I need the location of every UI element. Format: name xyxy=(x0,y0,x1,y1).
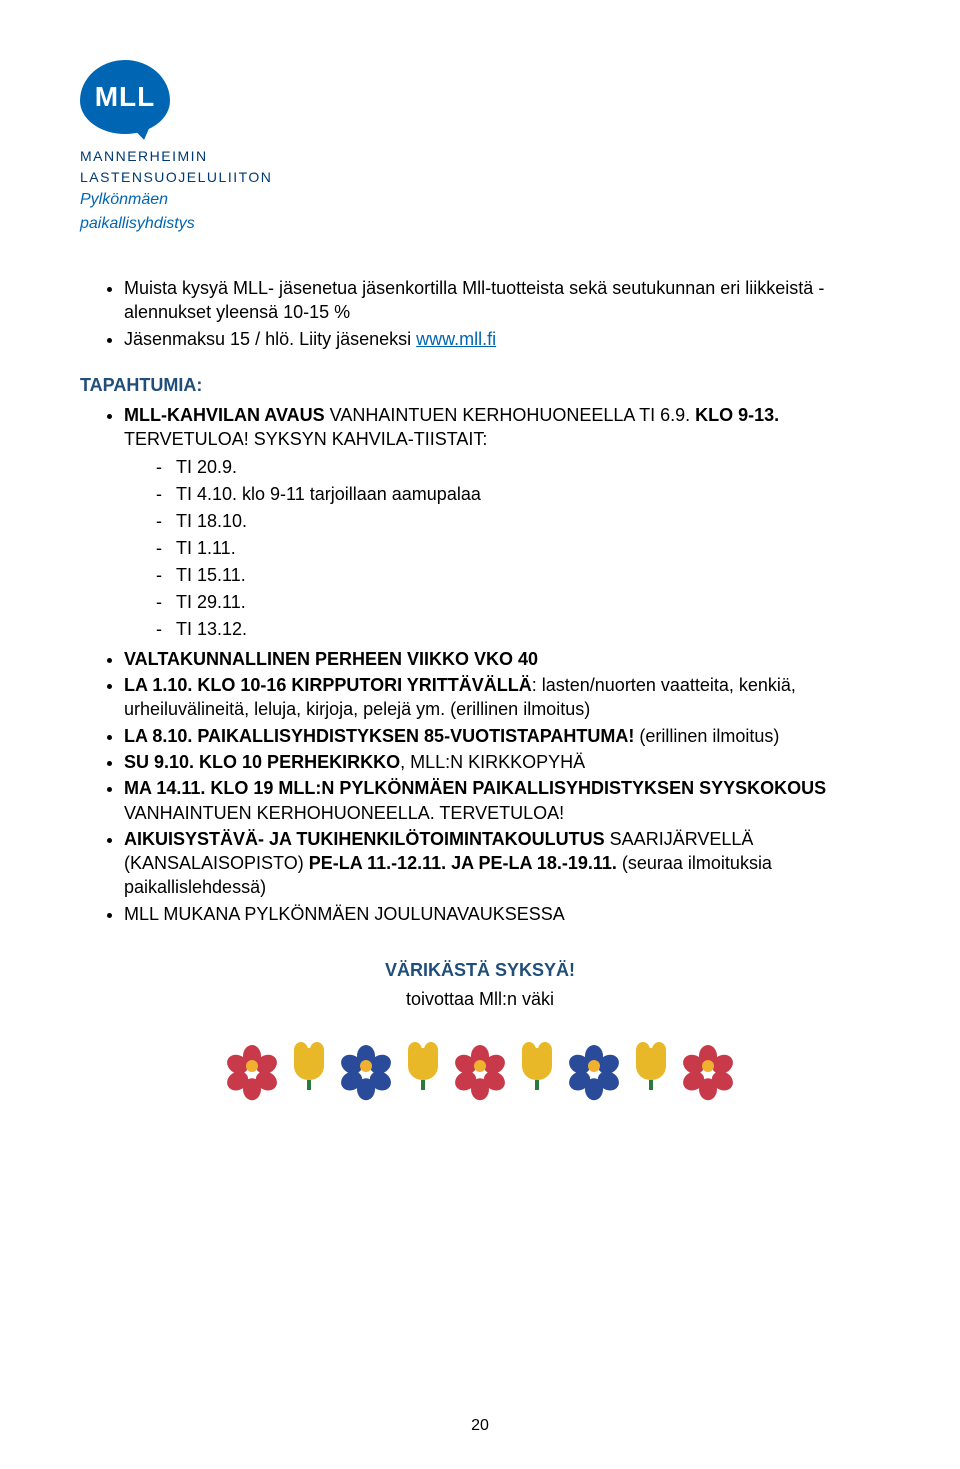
org-name: MANNERHEIMIN LASTENSUOJELULIITON Pylkönm… xyxy=(80,146,880,236)
event-sublist: TI 20.9. TI 4.10. klo 9-11 tarjoillaan a… xyxy=(124,454,880,643)
flower-icon xyxy=(570,1042,618,1090)
logo-text: MLL xyxy=(95,78,156,116)
event-bold: AIKUISYSTÄVÄ- JA TUKIHENKILÖTOIMINTAKOUL… xyxy=(124,829,605,849)
event-bold: LA 8.10. PAIKALLISYHDISTYKSEN 85-VUOTIST… xyxy=(124,726,634,746)
tulip-icon xyxy=(516,1042,558,1090)
sub-item: TI 20.9. xyxy=(172,454,880,481)
org-line4: paikallisyhdistys xyxy=(80,212,880,236)
org-line2: LASTENSUOJELULIITON xyxy=(80,167,880,188)
event-item: AIKUISYSTÄVÄ- JA TUKIHENKILÖTOIMINTAKOUL… xyxy=(124,827,880,900)
closing-block: VÄRIKÄSTÄ SYKSYÄ! toivottaa Mll:n väki xyxy=(80,956,880,1014)
event-bold: MA 14.11. KLO 19 MLL:N PYLKÖNMÄEN PAIKAL… xyxy=(124,778,826,798)
intro-bullet: Muista kysyä MLL- jäsenetua jäsenkortill… xyxy=(124,276,880,325)
section-title: TAPAHTUMIA: xyxy=(80,373,880,397)
logo-block: MLL MANNERHEIMIN LASTENSUOJELULIITON Pyl… xyxy=(80,60,880,236)
event-text: VANHAINTUEN KERHOHUONEELLA TI 6.9. xyxy=(325,405,695,425)
join-link[interactable]: www.mll.fi xyxy=(416,329,496,349)
event-item: SU 9.10. KLO 10 PERHEKIRKKO, MLL:N KIRKK… xyxy=(124,750,880,774)
intro-text: Jäsenmaksu 15 / hlö. Liity jäseneksi xyxy=(124,329,416,349)
intro-bullet: Jäsenmaksu 15 / hlö. Liity jäseneksi www… xyxy=(124,327,880,351)
event-text: TERVETULOA! SYKSYN KAHVILA-TIISTAIT: xyxy=(124,429,487,449)
sub-item: TI 29.11. xyxy=(172,589,880,616)
event-bold: SU 9.10. KLO 10 PERHEKIRKKO xyxy=(124,752,400,772)
mll-logo: MLL xyxy=(80,60,170,134)
tulip-icon xyxy=(630,1042,672,1090)
event-bold: PE-LA 11.-12.11. JA PE-LA 18.-19.11. xyxy=(309,853,617,873)
flower-icon xyxy=(342,1042,390,1090)
sub-item: TI 15.11. xyxy=(172,562,880,589)
intro-list: Muista kysyä MLL- jäsenetua jäsenkortill… xyxy=(80,276,880,351)
event-item: MA 14.11. KLO 19 MLL:N PYLKÖNMÄEN PAIKAL… xyxy=(124,776,880,825)
closing-line1: VÄRIKÄSTÄ SYKSYÄ! xyxy=(80,956,880,985)
tulip-icon xyxy=(402,1042,444,1090)
sub-item: TI 1.11. xyxy=(172,535,880,562)
events-list: MLL-KAHVILAN AVAUS VANHAINTUEN KERHOHUON… xyxy=(80,403,880,926)
org-line3: Pylkönmäen xyxy=(80,188,880,212)
flower-icon xyxy=(456,1042,504,1090)
event-item: LA 1.10. KLO 10-16 KIRPPUTORI YRITTÄVÄLL… xyxy=(124,673,880,722)
org-line1: MANNERHEIMIN xyxy=(80,146,880,167)
closing-line2: toivottaa Mll:n väki xyxy=(80,985,880,1014)
event-item: LA 8.10. PAIKALLISYHDISTYKSEN 85-VUOTIST… xyxy=(124,724,880,748)
sub-item: TI 13.12. xyxy=(172,616,880,643)
event-bold: LA 1.10. KLO 10-16 KIRPPUTORI YRITTÄVÄLL… xyxy=(124,675,532,695)
event-item: VALTAKUNNALLINEN PERHEEN VIIKKO VKO 40 xyxy=(124,647,880,671)
sub-item: TI 4.10. klo 9-11 tarjoillaan aamupalaa xyxy=(172,481,880,508)
flower-icon xyxy=(684,1042,732,1090)
event-text: VANHAINTUEN KERHOHUONEELLA. TERVETULOA! xyxy=(124,803,564,823)
page-number: 20 xyxy=(0,1415,960,1437)
event-text: (erillinen ilmoitus) xyxy=(634,726,779,746)
event-item: MLL-KAHVILAN AVAUS VANHAINTUEN KERHOHUON… xyxy=(124,403,880,643)
event-bold: KLO 9-13. xyxy=(695,405,779,425)
event-item: MLL MUKANA PYLKÖNMÄEN JOULUNAVAUKSESSA xyxy=(124,902,880,926)
flower-icon xyxy=(228,1042,276,1090)
event-text: , MLL:N KIRKKOPYHÄ xyxy=(400,752,585,772)
sub-item: TI 18.10. xyxy=(172,508,880,535)
event-bold: MLL-KAHVILAN AVAUS xyxy=(124,405,325,425)
tulip-icon xyxy=(288,1042,330,1090)
flower-row xyxy=(80,1042,880,1090)
